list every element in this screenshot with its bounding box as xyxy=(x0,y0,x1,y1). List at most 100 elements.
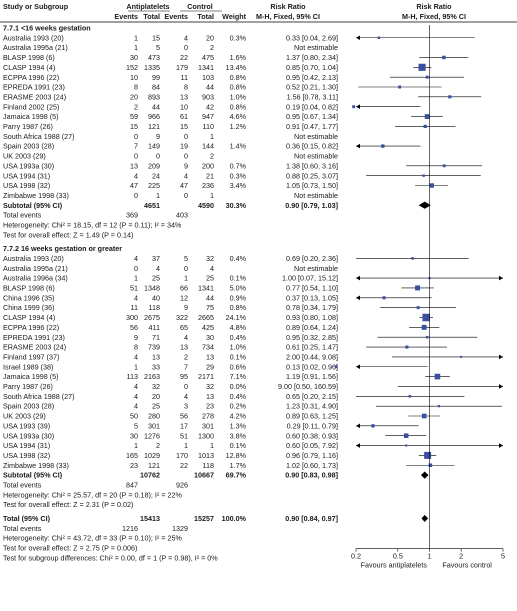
study-point xyxy=(398,85,402,89)
study-events-antiplatelets: 0 xyxy=(134,264,138,273)
header-risk-ratio-left: Risk Ratio xyxy=(270,2,306,11)
study-point xyxy=(377,36,381,39)
study-events-control: 13 xyxy=(180,92,188,101)
study-name: Spain 2003 (28) xyxy=(3,402,54,411)
study-total-antiplatelets: 20 xyxy=(152,392,160,401)
study-events-antiplatelets: 4 xyxy=(134,171,138,180)
study-total-control: 1341 xyxy=(198,284,214,293)
study-ci: 0.95 [0.42, 2.13] xyxy=(286,73,338,82)
study-events-control: 3 xyxy=(184,402,188,411)
total-control: 15257 xyxy=(194,514,214,523)
study-ci: 0.95 [0.67, 1.34] xyxy=(286,112,338,121)
study-total-control: 1341 xyxy=(198,63,214,72)
study-total-control: 236 xyxy=(202,181,214,190)
study-ci: 0.60 [0.38, 0.93] xyxy=(286,431,338,440)
study-events-control: 95 xyxy=(180,372,188,381)
study-events-control: 1 xyxy=(184,274,188,283)
study-events-antiplatelets: 4 xyxy=(134,254,138,263)
study-name: USA 1998 (32) xyxy=(3,181,50,190)
study-events-antiplatelets: 59 xyxy=(130,112,138,121)
total-events-antiplatelets: 369 xyxy=(126,211,138,220)
overall-total-events-label: Total events xyxy=(3,524,42,533)
study-weight: 0.2% xyxy=(230,402,247,411)
study-events-control: 12 xyxy=(180,293,188,302)
study-name: Zimbabwe 1998 (33) xyxy=(3,461,69,470)
x-axis-tick-label: 0.2 xyxy=(351,552,361,561)
study-point xyxy=(371,424,375,428)
study-name: South Africa 1988 (27) xyxy=(3,392,75,401)
study-total-antiplatelets: 966 xyxy=(148,112,160,121)
subtotal-ci: 0.90 [0.79, 1.03] xyxy=(285,201,338,210)
study-total-control: 4 xyxy=(210,264,214,273)
header-method-right: M-H, Fixed, 95% CI xyxy=(402,12,466,21)
study-events-control: 4 xyxy=(184,333,188,342)
study-weight: 0.8% xyxy=(230,102,247,111)
study-events-antiplatelets: 113 xyxy=(127,372,138,381)
study-ci: 1.19 [0.91, 1.56] xyxy=(286,372,338,381)
subtotal-total-control: 10667 xyxy=(194,471,214,480)
study-name: USA 1993a (30) xyxy=(3,431,54,440)
study-point xyxy=(422,313,430,322)
study-total-control: 1 xyxy=(210,441,214,450)
study-events-control: 9 xyxy=(184,161,188,170)
study-ci-arrow-left xyxy=(356,423,360,429)
x-axis-tick-label: 2 xyxy=(459,552,463,561)
study-name: CLASP 1994 (4) xyxy=(3,313,55,322)
study-events-antiplatelets: 152 xyxy=(126,63,138,72)
subgroup-title: 7.7.2 16 weeks gestation or greater xyxy=(3,244,122,253)
study-events-antiplatelets: 11 xyxy=(131,303,138,312)
study-total-antiplatelets: 473 xyxy=(148,53,160,62)
study-events-control: 8 xyxy=(184,83,188,92)
study-total-antiplatelets: 893 xyxy=(148,92,160,101)
study-total-antiplatelets: 1 xyxy=(156,191,160,200)
study-events-antiplatelets: 30 xyxy=(130,53,138,62)
study-events-antiplatelets: 4 xyxy=(134,392,138,401)
heterogeneity-text: Heterogeneity: Chi² = 25.57, df = 20 (P … xyxy=(3,490,182,499)
total-events-label: Total events xyxy=(3,211,42,220)
study-weight: 1.7% xyxy=(230,461,247,470)
study-events-antiplatelets: 15 xyxy=(130,122,138,131)
study-events-antiplatelets: 300 xyxy=(126,313,138,322)
subtotal-diamond xyxy=(420,471,429,479)
heterogeneity-text: Heterogeneity: Chi² = 18.15, df = 12 (P … xyxy=(3,221,182,230)
study-weight: 3.8% xyxy=(230,431,247,440)
study-total-antiplatelets: 2163 xyxy=(144,372,160,381)
study-events-antiplatelets: 7 xyxy=(134,142,138,151)
study-events-control: 11 xyxy=(181,73,188,82)
study-weight: 24.1% xyxy=(226,313,247,322)
study-events-antiplatelets: 9 xyxy=(134,333,138,342)
favours-control-label: Favours control xyxy=(442,561,492,570)
study-total-control: 32 xyxy=(206,382,214,391)
subtotal-ci: 0.90 [0.83, 0.98] xyxy=(285,471,338,480)
study-events-control: 0 xyxy=(184,152,188,161)
study-point xyxy=(429,183,434,188)
study-name: BLASP 1998 (6) xyxy=(3,284,55,293)
header-method-left: M-H, Fixed, 95% CI xyxy=(256,12,320,21)
footer-stat-1: Heterogeneity: Chi² = 43.72, df = 33 (P … xyxy=(3,534,182,543)
subtotal-total-control: 4590 xyxy=(198,201,214,210)
study-events-control: 322 xyxy=(176,313,188,322)
study-events-antiplatelets: 30 xyxy=(130,431,138,440)
study-events-antiplatelets: 8 xyxy=(134,83,138,92)
study-total-control: 44 xyxy=(206,293,214,302)
study-weight: 4.2% xyxy=(230,412,247,421)
study-weight: 4.6% xyxy=(230,112,247,121)
study-weight: 0.4% xyxy=(230,254,247,263)
study-events-antiplatelets: 23 xyxy=(130,461,138,470)
study-weight: 0.7% xyxy=(230,161,247,170)
study-events-control: 0 xyxy=(184,382,188,391)
study-total-control: 13 xyxy=(206,352,214,361)
total-ci: 0.90 [0.84, 0.97] xyxy=(285,514,338,523)
study-events-antiplatelets: 56 xyxy=(130,323,138,332)
study-ci: 0.93 [0.80, 1.08] xyxy=(286,313,338,322)
study-events-control: 56 xyxy=(180,412,188,421)
study-total-antiplatelets: 209 xyxy=(148,161,160,170)
study-ci: 0.37 [0.13, 1.05] xyxy=(286,293,338,302)
study-weight: 1.2% xyxy=(230,122,247,131)
study-name: Jamaica 1998 (5) xyxy=(3,372,59,381)
study-point xyxy=(403,433,409,438)
study-weight: 0.9% xyxy=(230,293,247,302)
study-weight: 0.1% xyxy=(230,352,247,361)
study-total-antiplatelets: 5 xyxy=(156,43,160,52)
study-total-control: 1300 xyxy=(198,431,214,440)
